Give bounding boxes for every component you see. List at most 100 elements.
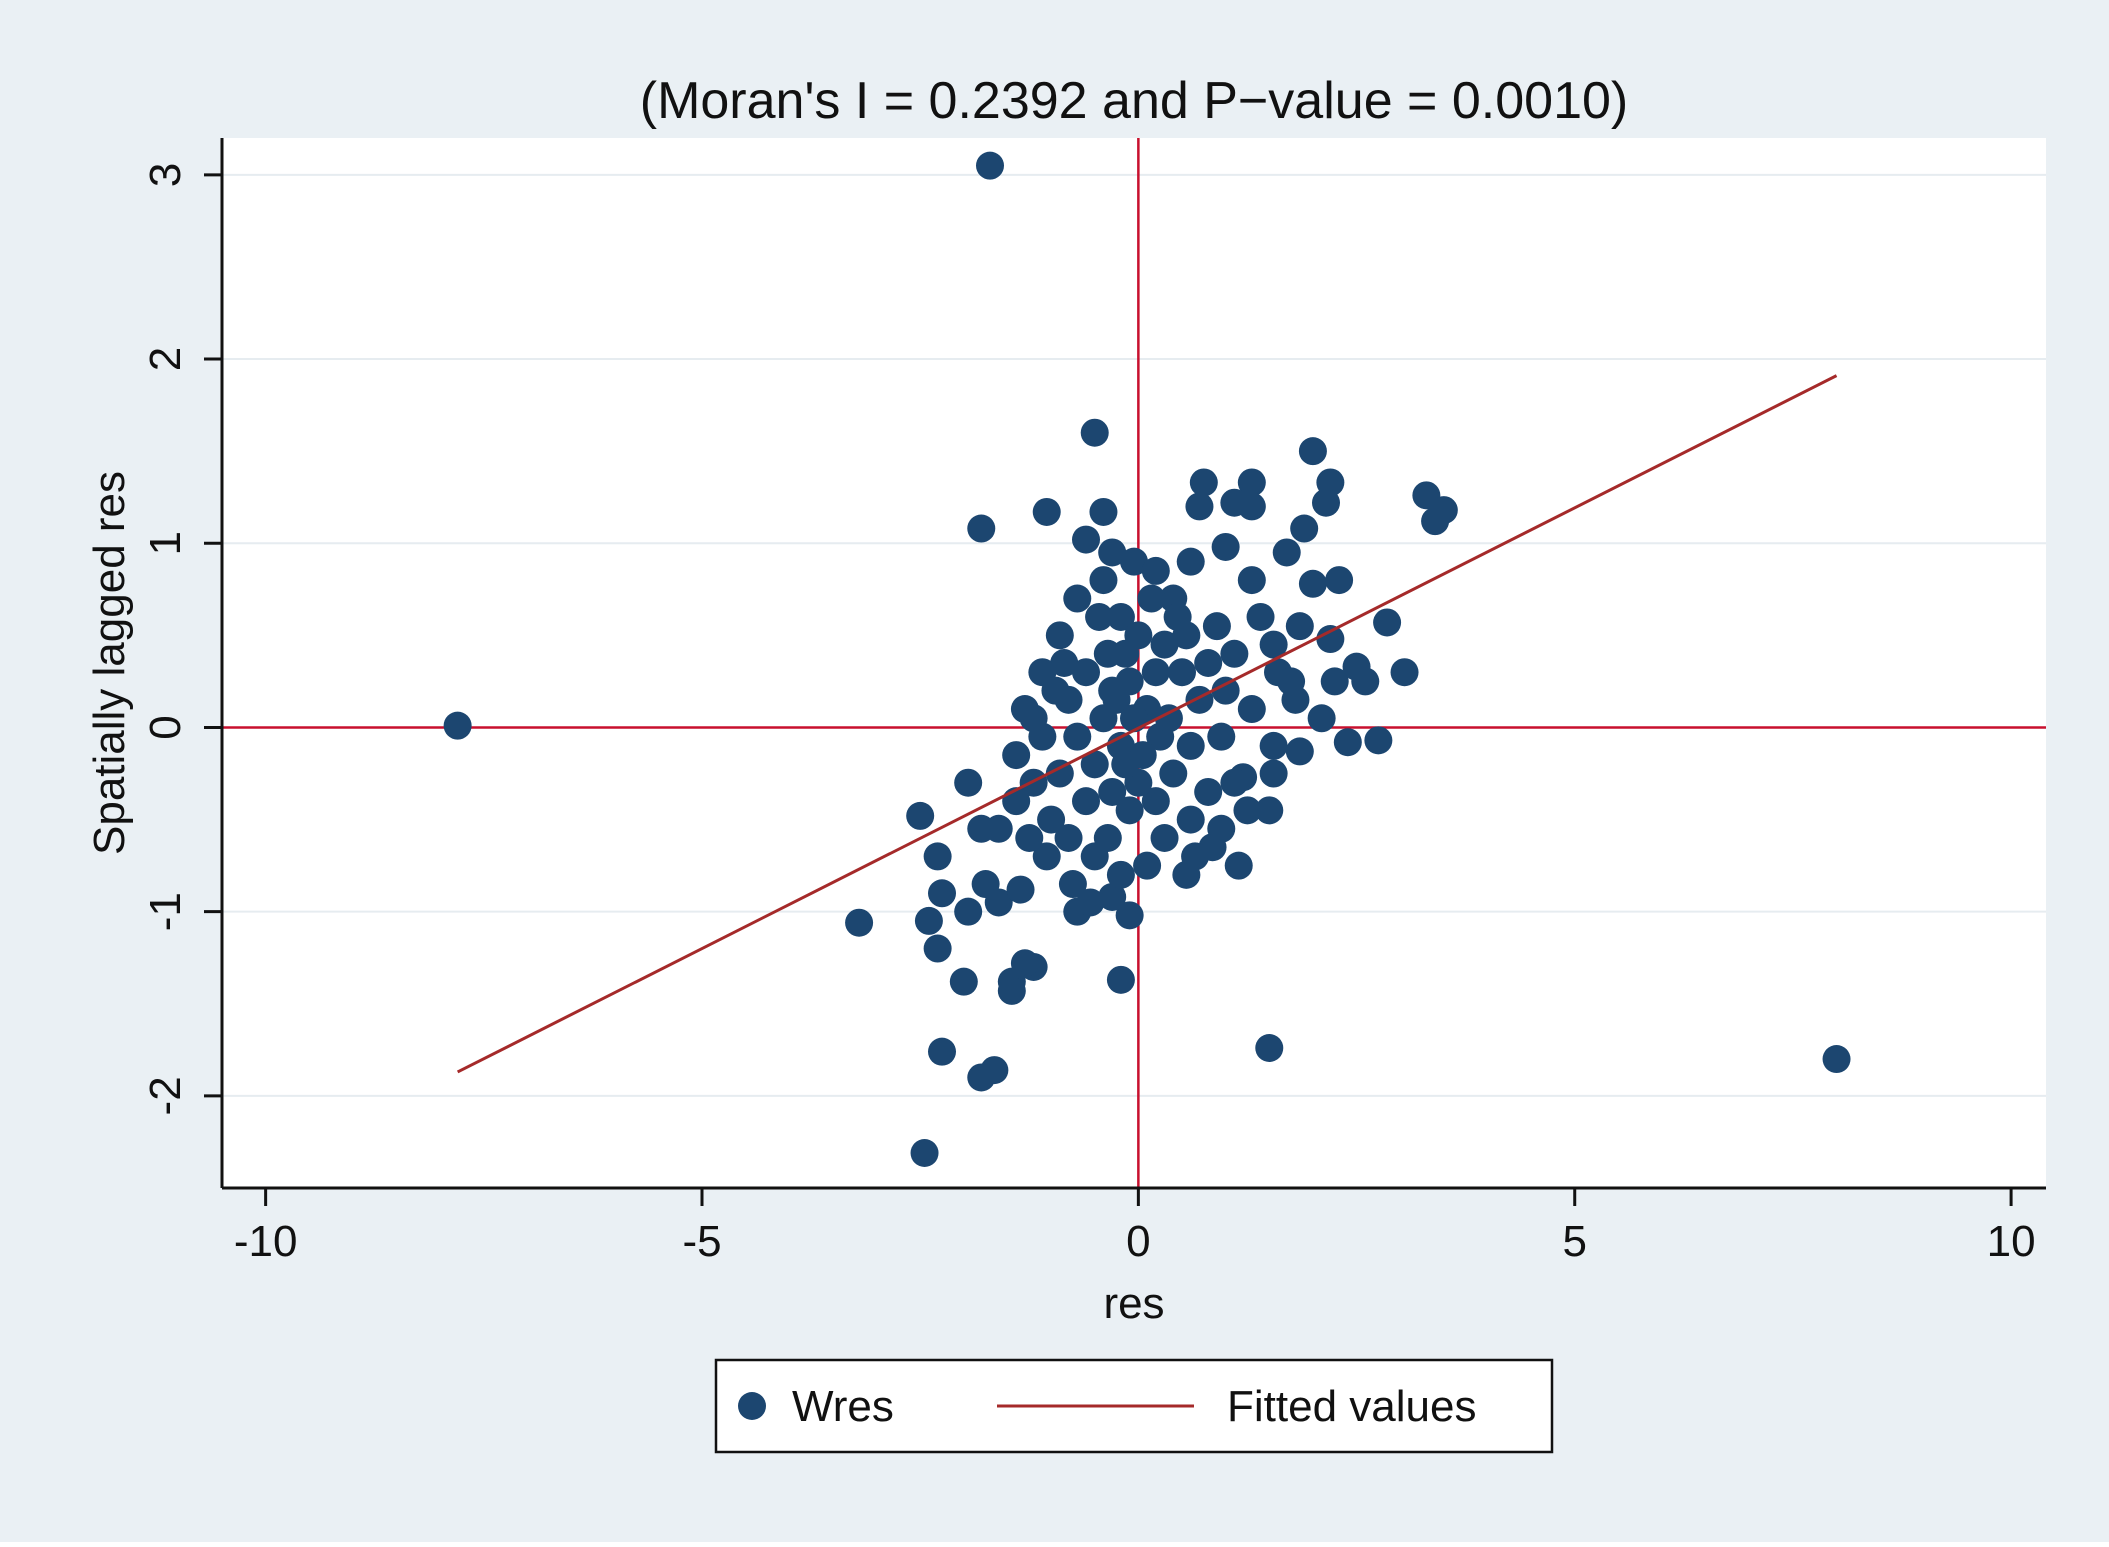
data-point <box>1111 750 1140 779</box>
data-point <box>1098 676 1127 705</box>
data-point <box>997 976 1026 1005</box>
data-point <box>1364 726 1393 755</box>
data-point <box>1050 649 1079 677</box>
data-point <box>1277 667 1306 696</box>
data-point <box>1272 538 1301 567</box>
data-point <box>1285 612 1314 641</box>
data-point <box>1032 497 1061 526</box>
legend-marker-wres <box>738 1392 766 1420</box>
data-point <box>1333 728 1362 757</box>
y-tick-label: -1 <box>141 892 190 931</box>
data-point <box>1098 538 1127 567</box>
data-point <box>1325 566 1354 595</box>
x-tick-label: -5 <box>682 1217 721 1266</box>
data-point <box>1298 569 1327 598</box>
data-point <box>1002 741 1031 770</box>
data-point <box>1115 901 1144 930</box>
x-axis-label: res <box>1103 1279 1164 1328</box>
data-point <box>1316 625 1345 654</box>
data-point <box>967 514 996 543</box>
data-point <box>1224 851 1253 880</box>
data-point <box>1290 514 1319 543</box>
data-point <box>1194 777 1223 806</box>
x-tick-label: 0 <box>1126 1217 1150 1266</box>
data-point <box>1233 796 1262 825</box>
data-point <box>1429 496 1458 525</box>
legend: Wres Fitted values <box>714 1358 1554 1454</box>
data-point <box>1072 658 1100 687</box>
data-point <box>1255 1034 1284 1062</box>
data-point <box>1220 639 1249 668</box>
data-point <box>1089 566 1118 595</box>
data-point <box>1120 547 1148 576</box>
data-point <box>1045 621 1074 650</box>
data-point <box>1045 759 1074 788</box>
data-point <box>1259 759 1288 788</box>
data-point <box>443 711 472 740</box>
data-point <box>1373 608 1402 637</box>
data-point <box>1185 492 1214 521</box>
data-point <box>954 897 983 926</box>
data-point <box>1390 658 1419 687</box>
data-point <box>1207 722 1236 751</box>
y-tick-label: 1 <box>141 531 190 555</box>
legend-label-fitted: Fitted values <box>1227 1382 1476 1431</box>
data-point <box>1246 602 1275 631</box>
data-point <box>1089 497 1118 526</box>
data-point <box>1220 768 1249 797</box>
data-point <box>923 842 952 871</box>
data-point <box>954 768 983 797</box>
data-point <box>1115 796 1144 825</box>
data-point <box>906 801 935 830</box>
data-point <box>1072 525 1100 554</box>
data-point <box>1176 805 1205 834</box>
data-point <box>910 1139 939 1167</box>
data-point <box>1189 468 1218 497</box>
data-point <box>1054 824 1083 852</box>
data-point <box>1176 731 1205 760</box>
data-point <box>1080 418 1109 447</box>
y-tick-label: 2 <box>141 347 190 371</box>
fitted-values-line <box>456 374 1838 1074</box>
data-point <box>1220 488 1249 517</box>
data-point <box>1298 437 1327 466</box>
data-point <box>1172 621 1201 650</box>
data-point <box>1150 824 1179 852</box>
data-point <box>1106 602 1135 631</box>
data-point <box>1141 556 1170 585</box>
data-point <box>1015 824 1044 852</box>
data-point <box>928 879 956 908</box>
data-point <box>1211 532 1240 561</box>
axes <box>220 138 2046 1190</box>
data-point <box>1063 722 1092 751</box>
data-point <box>1285 737 1314 766</box>
data-point <box>1106 860 1135 889</box>
x-tick-label: -10 <box>234 1217 298 1266</box>
data-point <box>984 888 1013 917</box>
data-point <box>1822 1045 1851 1074</box>
data-point <box>1320 667 1349 696</box>
data-point <box>976 151 1004 180</box>
data-point <box>1133 851 1162 880</box>
data-point <box>1111 639 1140 668</box>
data-point <box>1093 824 1122 852</box>
data-point <box>1185 685 1214 714</box>
data-point <box>1159 759 1188 788</box>
data-point <box>1141 787 1170 816</box>
data-point <box>984 814 1013 843</box>
fitted-line-layer <box>456 374 1838 1074</box>
data-point <box>1168 658 1196 687</box>
data-point <box>1098 777 1127 806</box>
data-point <box>1072 787 1100 816</box>
data-point <box>1237 695 1266 724</box>
data-point <box>1237 566 1266 595</box>
data-point <box>1176 547 1205 576</box>
data-point <box>914 906 943 935</box>
data-point <box>1154 704 1183 733</box>
data-point <box>1202 612 1231 641</box>
data-point <box>1307 704 1336 733</box>
data-point <box>1019 704 1048 733</box>
y-tick-label: -2 <box>141 1076 190 1115</box>
